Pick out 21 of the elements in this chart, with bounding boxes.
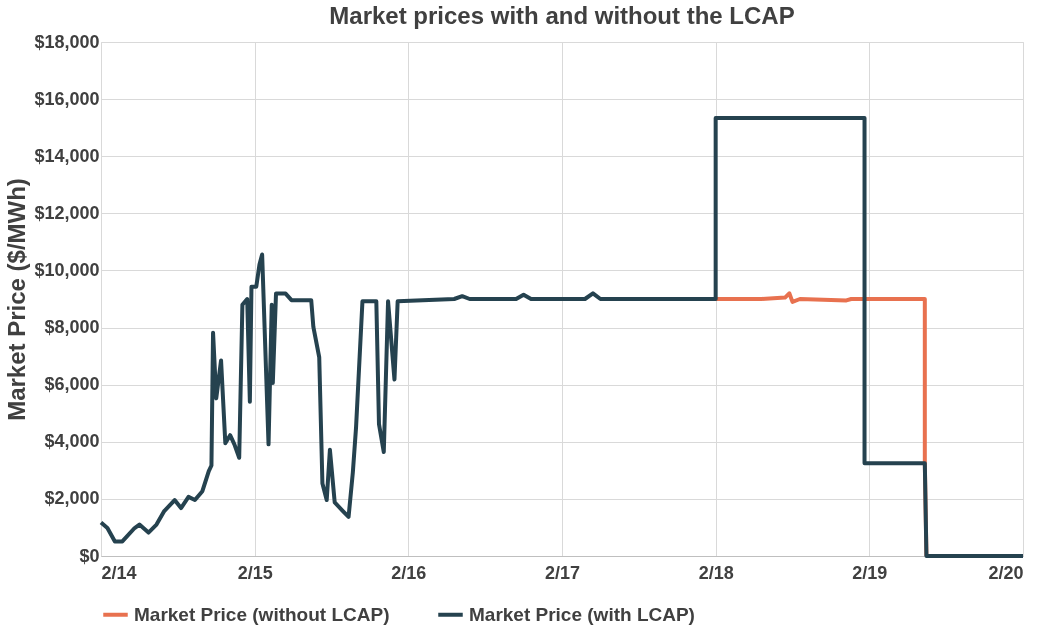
y-tick-label: $10,000 (34, 259, 100, 280)
y-tick-label: $14,000 (34, 145, 100, 166)
x-tick-label: 2/17 (544, 562, 581, 583)
y-tick-label: $12,000 (34, 202, 100, 223)
x-tick-label: 2/18 (698, 562, 734, 583)
y-tick-label: $6,000 (44, 374, 100, 395)
legend-label: Market Price (without LCAP) (134, 603, 390, 625)
y-tick-label: $2,000 (44, 488, 100, 509)
chart-title: Market prices with and without the LCAP (329, 2, 795, 29)
legend-label: Market Price (with LCAP) (469, 603, 695, 625)
x-tick-label: 2/16 (391, 562, 427, 583)
y-tick-label: $0 (79, 545, 100, 566)
y-tick-label: $8,000 (44, 317, 100, 338)
x-tick-label: 2/20 (988, 562, 1024, 583)
y-axis-title: Market Price ($/MWh) (3, 178, 31, 421)
y-tick-label: $4,000 (44, 431, 100, 452)
x-tick-label: 2/19 (852, 562, 888, 583)
y-tick-label: $18,000 (34, 31, 100, 52)
y-tick-label: $16,000 (34, 88, 100, 109)
x-tick-label: 2/14 (101, 562, 137, 583)
x-tick-label: 2/15 (237, 562, 273, 583)
